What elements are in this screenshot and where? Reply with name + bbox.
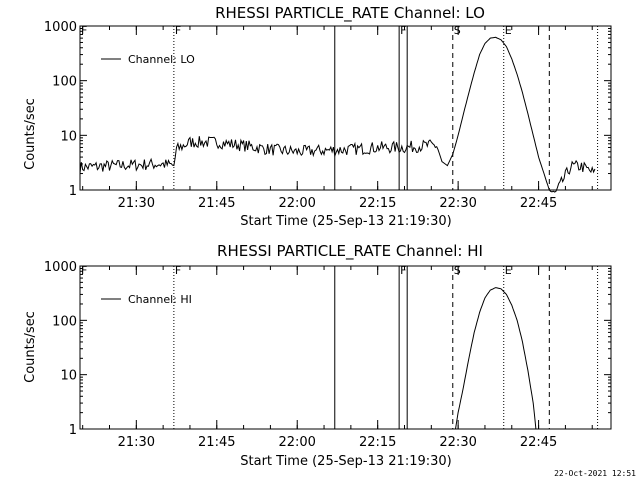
- plot-frame-lo: [79, 25, 612, 191]
- y-tick-label: 1000: [44, 20, 77, 35]
- y-axis-label-hi: Counts/sec: [23, 311, 38, 383]
- y-tick-label: 100: [52, 75, 77, 90]
- y-tick-label: 1000: [44, 260, 77, 275]
- x-tick-label: 21:45: [198, 435, 235, 450]
- x-axis-label-hi: Start Time (25-Sep-13 21:19:30): [240, 454, 451, 469]
- y-axis-label-lo: Counts/sec: [23, 98, 38, 170]
- event-marker-label: F: [400, 24, 406, 37]
- y-tick-label: 1: [69, 423, 77, 438]
- plot-timestamp: 22-Oct-2021 12:51: [554, 469, 636, 478]
- x-axis-label-lo: Start Time (25-Sep-13 21:19:30): [240, 214, 451, 229]
- event-marker-label: S: [454, 264, 461, 277]
- event-marker-label: E: [505, 24, 512, 37]
- event-marker-label: E: [505, 264, 512, 277]
- series-line-hi: [455, 287, 537, 430]
- y-tick-label: 100: [52, 314, 77, 329]
- event-marker-label: F: [400, 264, 406, 277]
- x-tick-label: 22:45: [520, 196, 557, 211]
- x-tick-label: 21:30: [118, 435, 155, 450]
- x-tick-label: 22:00: [278, 196, 315, 211]
- x-tick-label: 21:45: [198, 196, 235, 211]
- x-tick-label: 22:15: [359, 435, 396, 450]
- y-tick-label: 10: [60, 369, 77, 384]
- legend-label-lo: Channel: LO: [128, 53, 195, 66]
- event-marker-label: F: [81, 264, 87, 277]
- x-tick-label: 22:00: [278, 435, 315, 450]
- x-tick-label: 21:30: [118, 196, 155, 211]
- event-marker-label: F: [81, 24, 87, 37]
- chart-title-lo: RHESSI PARTICLE_RATE Channel: LO: [215, 4, 485, 23]
- legend-label-hi: Channel: HI: [128, 293, 192, 306]
- x-tick-label: 22:45: [520, 435, 557, 450]
- event-marker-label: F: [175, 24, 181, 37]
- chart-title-hi: RHESSI PARTICLE_RATE Channel: HI: [217, 242, 483, 261]
- x-tick-label: 22:15: [359, 196, 396, 211]
- event-marker-label: F: [175, 264, 181, 277]
- series-line-lo: [79, 36, 596, 193]
- x-tick-label: 22:30: [439, 435, 476, 450]
- event-marker-label: S: [454, 24, 461, 37]
- x-tick-label: 22:30: [439, 196, 476, 211]
- y-tick-label: 1: [69, 184, 77, 199]
- plot-frame-hi: [79, 265, 612, 430]
- y-tick-label: 10: [60, 129, 77, 144]
